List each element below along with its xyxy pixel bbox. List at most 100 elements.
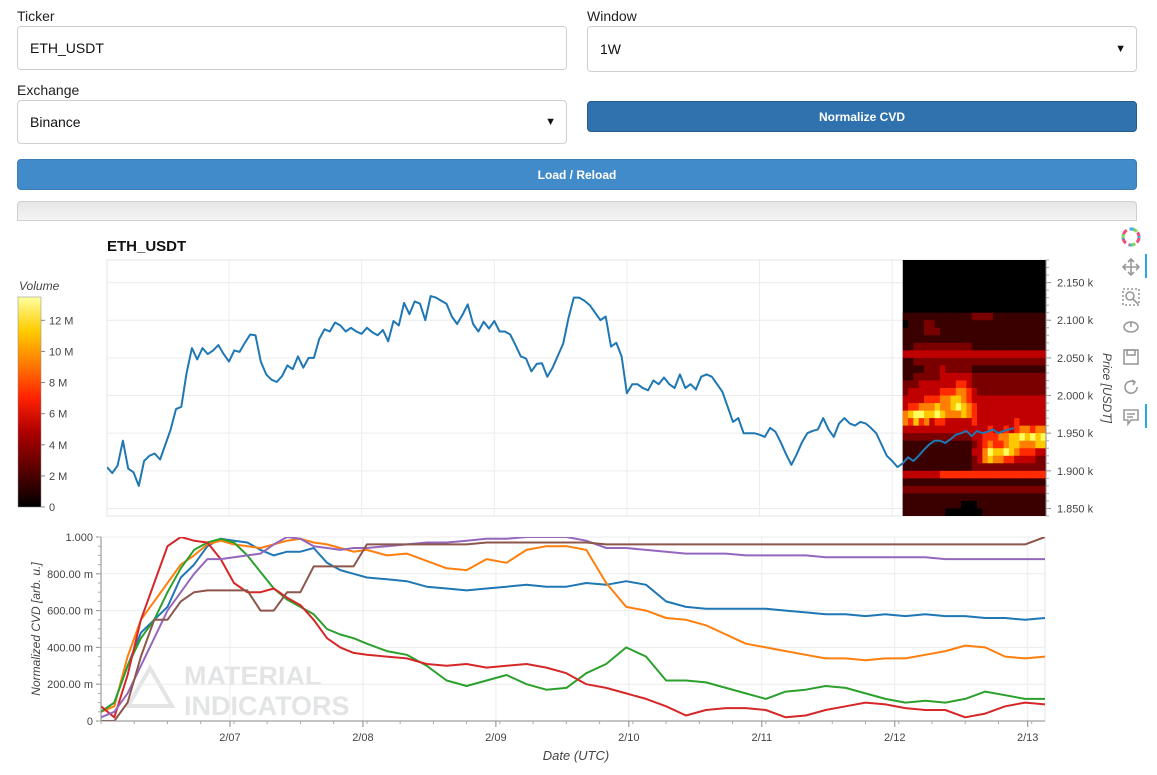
heatmap-cell — [966, 320, 973, 329]
heatmap-cell — [955, 508, 962, 516]
heatmap-cell — [966, 403, 973, 411]
heatmap-cell — [929, 425, 935, 434]
heatmap-cell — [992, 440, 999, 449]
ticker-input[interactable]: ETH_USDT — [17, 26, 567, 70]
heatmap-cell — [1019, 470, 1026, 479]
heatmap-cell — [918, 335, 925, 344]
heatmap-cell — [918, 418, 925, 426]
load-reload-button[interactable]: Load / Reload — [17, 159, 1137, 190]
heatmap-cell — [971, 425, 978, 434]
heatmap-cell — [955, 350, 962, 359]
heatmap-cell — [998, 493, 1004, 502]
heatmap-cell — [902, 463, 909, 472]
heatmap-cell — [966, 380, 973, 389]
heatmap-cell — [961, 403, 967, 411]
heatmap-cell — [950, 463, 957, 472]
heatmap-cell — [971, 327, 978, 336]
heatmap-cell — [966, 410, 973, 419]
exchange-select[interactable]: Binance ▼ — [17, 100, 567, 144]
heatmap-cell — [1003, 433, 1010, 442]
heatmap-cell — [1003, 440, 1010, 449]
heatmap-cell — [923, 320, 930, 329]
heatmap-cell — [934, 372, 941, 381]
window-select[interactable]: 1W ▼ — [587, 26, 1137, 72]
heatmap-cell — [918, 312, 925, 321]
heatmap-cell — [977, 448, 983, 457]
heatmap-cell — [902, 403, 909, 411]
heatmap-cell — [992, 388, 999, 396]
heatmap-cell — [1019, 448, 1026, 457]
heatmap-cell — [1035, 448, 1041, 457]
heatmap-cell — [987, 357, 994, 366]
heatmap-cell — [950, 350, 957, 359]
heatmap-cell — [955, 493, 962, 502]
heatmap-cell — [908, 365, 914, 374]
heatmap-cell — [955, 470, 962, 479]
heatmap-cell — [987, 342, 994, 351]
heatmap-cell — [908, 380, 914, 389]
heatmap-cell — [977, 425, 983, 434]
heatmap-cell — [945, 485, 951, 494]
heatmap-cell — [998, 395, 1004, 404]
heatmap-cell — [977, 403, 983, 411]
heatmap-cell — [1014, 440, 1020, 449]
heatmap-cell — [939, 372, 946, 381]
heatmap-cell — [918, 433, 925, 442]
heatmap-cell — [923, 478, 930, 487]
heatmap-cell — [908, 418, 914, 426]
hover-icon[interactable] — [1118, 404, 1144, 430]
heatmap-cell — [992, 433, 999, 442]
save-icon[interactable] — [1118, 344, 1144, 370]
heatmap-cell — [939, 485, 946, 494]
pan-icon[interactable] — [1118, 254, 1144, 280]
heatmap-cell — [908, 493, 914, 502]
material-indicators-watermark: MATERIAL INDICATORS — [124, 661, 350, 721]
heatmap-cell — [1035, 508, 1041, 516]
heatmap-cell — [1035, 395, 1041, 404]
heatmap-cell — [1030, 463, 1036, 472]
heatmap-cell — [929, 312, 935, 321]
heatmap-cell — [934, 508, 941, 516]
heatmap-cell — [1030, 380, 1036, 389]
heatmap-cell — [1024, 380, 1031, 389]
heatmap-cell — [1019, 500, 1026, 509]
heatmap-cell — [1019, 320, 1026, 329]
heatmap-cell — [945, 372, 951, 381]
heatmap-cell — [923, 440, 930, 449]
heatmap-cell — [998, 425, 1004, 434]
heatmap-cell — [998, 470, 1004, 479]
heatmap-cell — [939, 395, 946, 404]
heatmap-cell — [929, 463, 935, 472]
heatmap-cell — [902, 365, 909, 374]
wheel-zoom-icon[interactable] — [1118, 314, 1144, 340]
reset-icon[interactable] — [1118, 374, 1144, 400]
heatmap-cell — [1024, 418, 1031, 426]
heatmap-cell — [961, 433, 967, 442]
heatmap-cell — [971, 508, 978, 516]
heatmap-cell — [945, 357, 951, 366]
heatmap-cell — [929, 410, 935, 419]
heatmap-cell — [992, 485, 999, 494]
normalize-cvd-button[interactable]: Normalize CVD — [587, 101, 1137, 132]
heatmap-cell — [945, 327, 951, 336]
heatmap-cell — [945, 365, 951, 374]
chart-area[interactable]: MATERIAL INDICATORS ETH_USDT 1.850 k 1.90… — [0, 220, 1116, 775]
heatmap-cell — [918, 388, 925, 396]
heatmap-cell — [945, 320, 951, 329]
heatmap-cell — [982, 485, 988, 494]
heatmap-cell — [1003, 493, 1010, 502]
colorbar-ticks: 0 2 M 4 M 6 M 8 M 10 M 12 M — [41, 315, 73, 514]
chevron-down-icon: ▼ — [1115, 43, 1126, 55]
heatmap-cell — [1003, 380, 1010, 389]
heatmap-cell — [1014, 478, 1020, 487]
normalize-cvd-label: Normalize CVD — [818, 109, 906, 124]
bokeh-logo-icon[interactable] — [1118, 224, 1144, 250]
heatmap-cell — [918, 372, 925, 381]
heatmap-cell — [934, 320, 941, 329]
heatmap-cell — [934, 440, 941, 449]
price-tick-label: 2.150 k — [1057, 278, 1094, 290]
heatmap-cell — [998, 440, 1004, 449]
heatmap-cell — [902, 508, 909, 516]
heatmap-cell — [1008, 410, 1015, 419]
box-zoom-icon[interactable] — [1118, 284, 1144, 310]
